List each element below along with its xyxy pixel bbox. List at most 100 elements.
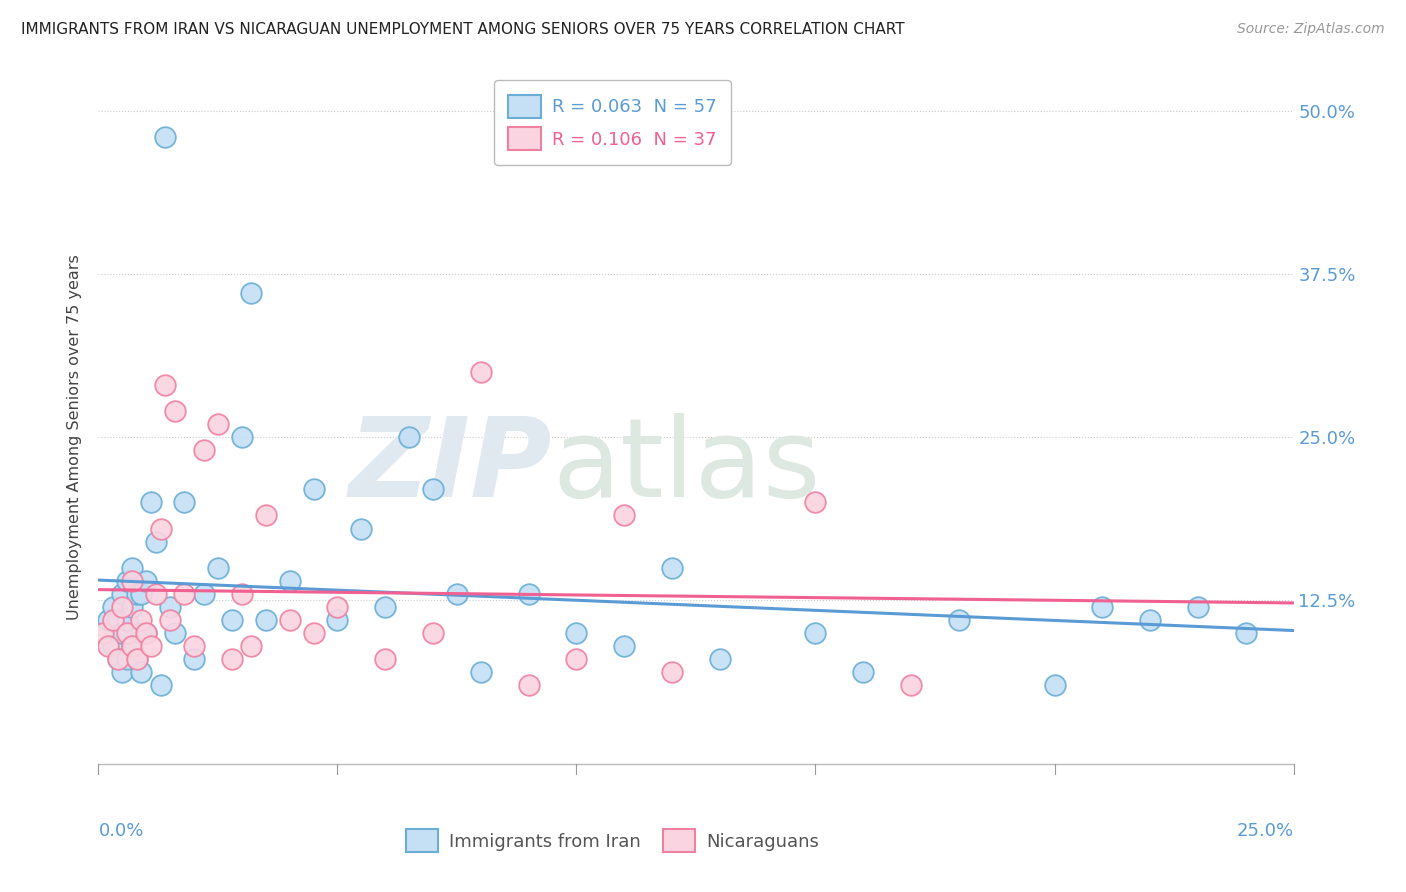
Point xyxy=(470,665,492,680)
Point xyxy=(422,626,444,640)
Point xyxy=(163,404,186,418)
Point xyxy=(709,652,731,666)
Text: atlas: atlas xyxy=(553,413,821,520)
Point xyxy=(240,639,263,653)
Legend: Immigrants from Iran, Nicaraguans: Immigrants from Iran, Nicaraguans xyxy=(391,814,834,867)
Y-axis label: Unemployment Among Seniors over 75 years: Unemployment Among Seniors over 75 years xyxy=(67,254,83,620)
Point xyxy=(111,665,134,680)
Point xyxy=(121,639,143,653)
Point xyxy=(107,652,129,666)
Point xyxy=(254,508,277,523)
Point xyxy=(1043,678,1066,692)
Point xyxy=(149,678,172,692)
Point xyxy=(173,495,195,509)
Point xyxy=(107,652,129,666)
Point xyxy=(661,665,683,680)
Point xyxy=(900,678,922,692)
Point xyxy=(661,560,683,574)
Point xyxy=(131,587,153,601)
Point xyxy=(254,613,277,627)
Point xyxy=(111,626,134,640)
Point xyxy=(111,599,134,614)
Point xyxy=(163,626,186,640)
Point xyxy=(121,599,143,614)
Point xyxy=(149,521,172,535)
Point xyxy=(231,430,253,444)
Point xyxy=(155,129,177,144)
Point xyxy=(948,613,970,627)
Point xyxy=(398,430,420,444)
Point xyxy=(121,574,143,588)
Point xyxy=(159,613,181,627)
Text: IMMIGRANTS FROM IRAN VS NICARAGUAN UNEMPLOYMENT AMONG SENIORS OVER 75 YEARS CORR: IMMIGRANTS FROM IRAN VS NICARAGUAN UNEMP… xyxy=(21,22,904,37)
Point xyxy=(91,626,114,640)
Point xyxy=(101,613,124,627)
Point xyxy=(240,286,263,301)
Point xyxy=(804,626,827,640)
Point xyxy=(115,652,138,666)
Point xyxy=(326,613,349,627)
Point xyxy=(1139,613,1161,627)
Point xyxy=(97,613,120,627)
Point xyxy=(302,483,325,497)
Point xyxy=(422,483,444,497)
Point xyxy=(101,639,124,653)
Point xyxy=(131,626,153,640)
Point xyxy=(121,560,143,574)
Point xyxy=(131,613,153,627)
Point xyxy=(221,652,243,666)
Point xyxy=(125,587,148,601)
Point xyxy=(135,626,157,640)
Point xyxy=(121,639,143,653)
Point xyxy=(278,574,301,588)
Point xyxy=(131,665,153,680)
Point xyxy=(1234,626,1257,640)
Text: ZIP: ZIP xyxy=(349,413,553,520)
Text: 0.0%: 0.0% xyxy=(98,822,143,840)
Point xyxy=(183,652,205,666)
Point xyxy=(207,417,229,431)
Point xyxy=(183,639,205,653)
Point xyxy=(446,587,468,601)
Point xyxy=(852,665,875,680)
Point xyxy=(139,495,162,509)
Point xyxy=(145,587,167,601)
Point xyxy=(115,574,138,588)
Point xyxy=(135,626,157,640)
Point xyxy=(1187,599,1209,614)
Point xyxy=(350,521,373,535)
Point xyxy=(193,587,215,601)
Point xyxy=(139,639,162,653)
Point xyxy=(125,652,148,666)
Point xyxy=(107,613,129,627)
Point xyxy=(565,626,588,640)
Point xyxy=(125,652,148,666)
Point xyxy=(159,599,181,614)
Point xyxy=(374,652,396,666)
Point xyxy=(111,587,134,601)
Point xyxy=(804,495,827,509)
Point xyxy=(221,613,243,627)
Text: Source: ZipAtlas.com: Source: ZipAtlas.com xyxy=(1237,22,1385,37)
Point xyxy=(155,377,177,392)
Point xyxy=(278,613,301,627)
Point xyxy=(326,599,349,614)
Point xyxy=(1091,599,1114,614)
Point xyxy=(207,560,229,574)
Point xyxy=(193,443,215,458)
Point xyxy=(135,574,157,588)
Point xyxy=(231,587,253,601)
Point xyxy=(565,652,588,666)
Point xyxy=(374,599,396,614)
Point xyxy=(470,365,492,379)
Point xyxy=(613,639,636,653)
Point xyxy=(517,587,540,601)
Point xyxy=(302,626,325,640)
Text: 25.0%: 25.0% xyxy=(1236,822,1294,840)
Point xyxy=(613,508,636,523)
Point xyxy=(115,626,138,640)
Point xyxy=(173,587,195,601)
Point xyxy=(517,678,540,692)
Point xyxy=(145,534,167,549)
Point xyxy=(97,639,120,653)
